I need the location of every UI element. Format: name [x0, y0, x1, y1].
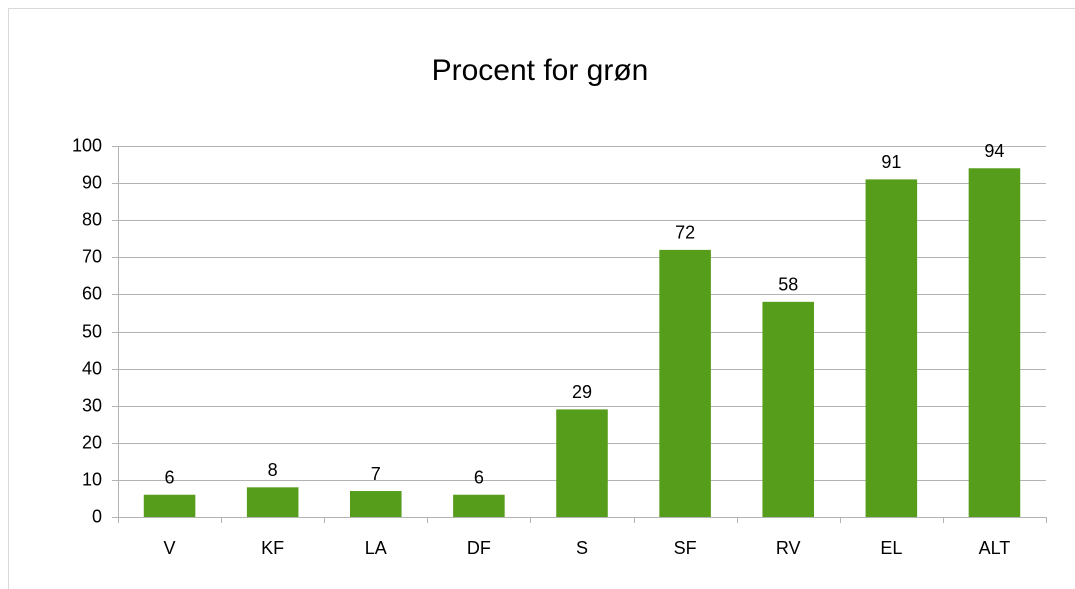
- data-label: 94: [984, 141, 1004, 161]
- x-tick-label: S: [576, 538, 588, 558]
- x-tick-label: EL: [880, 538, 902, 558]
- y-tick-label: 10: [82, 469, 102, 489]
- data-label: 91: [881, 152, 901, 172]
- x-tick-label: ALT: [979, 538, 1011, 558]
- y-tick-label: 50: [82, 321, 102, 341]
- data-label: 29: [572, 382, 592, 402]
- y-tick-label: 80: [82, 209, 102, 229]
- y-tick-label: 20: [82, 432, 102, 452]
- y-tick-label: 60: [82, 283, 102, 303]
- y-tick-label: 0: [92, 506, 102, 526]
- x-tick-label: RV: [776, 538, 801, 558]
- y-tick-label: 40: [82, 358, 102, 378]
- bar: [762, 301, 814, 517]
- bar: [865, 179, 918, 517]
- y-tick-label: 70: [82, 246, 102, 266]
- bar: [659, 249, 711, 517]
- x-tick-label: LA: [365, 538, 387, 558]
- bar: [246, 487, 299, 517]
- y-tick-label: 30: [82, 395, 102, 415]
- bar: [453, 494, 505, 517]
- bar: [556, 409, 608, 517]
- x-tick-label: KF: [261, 538, 284, 558]
- data-label: 72: [675, 223, 695, 243]
- data-label: 6: [474, 467, 484, 487]
- data-label: 8: [268, 460, 278, 480]
- bar: [143, 494, 196, 517]
- x-tick-label: DF: [467, 538, 491, 558]
- bar: [350, 491, 402, 517]
- x-tick-label: SF: [674, 538, 697, 558]
- y-tick-label: 90: [82, 172, 102, 192]
- data-label: 6: [165, 467, 175, 487]
- bar: [968, 168, 1021, 517]
- y-tick-label: 100: [72, 135, 102, 155]
- chart-title: Procent for grøn: [432, 54, 649, 87]
- data-label: 58: [778, 275, 798, 295]
- data-label: 7: [371, 464, 381, 484]
- x-tick-label: V: [164, 538, 176, 558]
